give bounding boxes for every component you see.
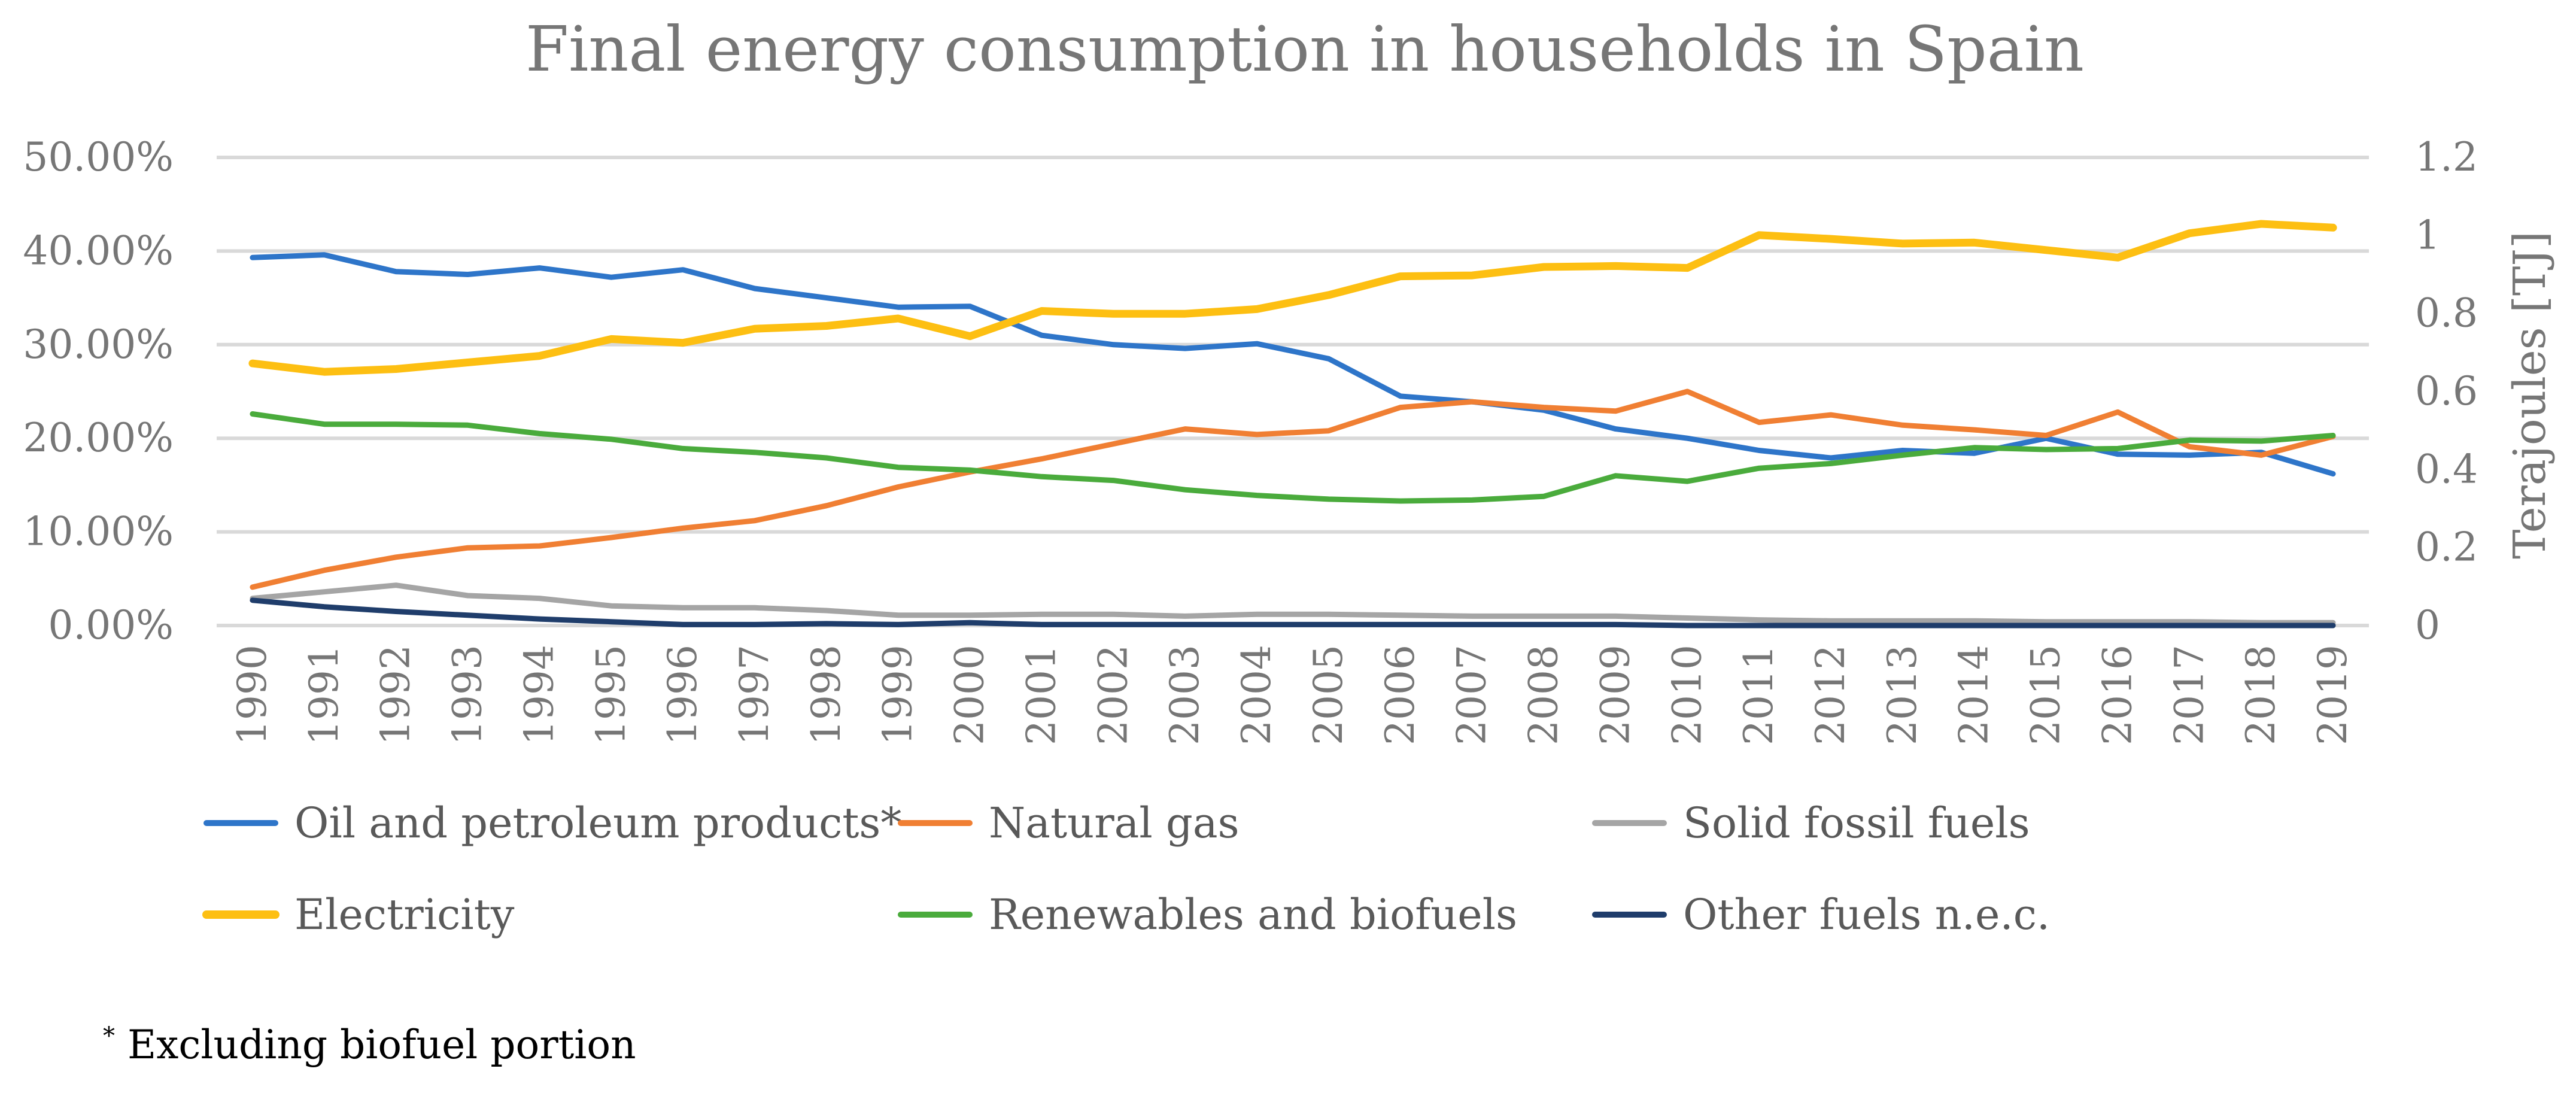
x-tick-label: 2003 [1162, 645, 1208, 745]
y2-tick-label: 0.2 [2415, 524, 2478, 570]
x-tick-label: 2018 [2238, 645, 2284, 745]
x-tick-label: 1995 [588, 645, 634, 745]
y2-tick-label: 1.2 [2415, 134, 2478, 180]
x-tick-label: 2016 [2094, 645, 2140, 745]
footnote-marker: * [103, 1022, 115, 1050]
legend-label: Other fuels n.e.c. [1683, 890, 2050, 939]
x-tick-label: 2000 [947, 645, 993, 745]
series-line-solid-fossil-fuels [250, 582, 2336, 626]
x-tick-label: 2008 [1521, 645, 1567, 745]
gridlines [217, 156, 2369, 627]
x-tick-label: 2010 [1664, 645, 1710, 745]
y2-tick-label: 0.6 [2415, 368, 2478, 414]
x-tick-label: 1998 [803, 645, 849, 745]
x-tick-label: 2004 [1234, 645, 1280, 745]
x-tick-label: 1994 [516, 645, 562, 745]
legend-label: Electricity [294, 890, 515, 939]
y2-tick-label: 0 [2415, 602, 2440, 648]
legend-label: Natural gas [989, 799, 1240, 848]
legend-label: Renewables and biofuels [989, 890, 1517, 939]
x-tick-label: 2005 [1305, 645, 1351, 745]
series-line-oil-and-petroleum-products [250, 252, 2336, 477]
x-tick-label: 2012 [1808, 645, 1854, 745]
series-line-natural-gas [250, 388, 2336, 590]
series-lines [248, 220, 2337, 629]
x-tick-label: 2006 [1377, 645, 1423, 745]
footnote-text: Excluding biofuel portion [115, 1022, 636, 1068]
y2-tick-label: 0.4 [2415, 446, 2478, 492]
x-tick-label: 1992 [373, 645, 419, 745]
legend-item-renewables-and-biofuels: Renewables and biofuels [898, 890, 1517, 939]
y-tick-label: 50.00% [23, 134, 174, 180]
series-line-other-fuels-n-e-c [250, 597, 2336, 629]
x-tick-label: 1991 [301, 645, 347, 745]
y2-tick-label: 1 [2415, 212, 2440, 258]
y-tick-label: 10.00% [23, 509, 174, 555]
y-tick-label: 20.00% [23, 415, 174, 461]
x-tick-label: 2017 [2166, 645, 2212, 745]
x-tick-label: 2007 [1449, 645, 1495, 745]
legend-label: Oil and petroleum products* [294, 799, 901, 848]
x-tick-label: 1997 [731, 645, 777, 745]
x-tick-label: 1993 [445, 645, 491, 745]
y-axis-right: 0 0.2 0.4 0.6 0.8 1 1.2 [2415, 134, 2478, 648]
x-tick-label: 2013 [1879, 645, 1925, 745]
y-tick-label: 30.00% [23, 321, 174, 368]
legend-item-solid-fossil-fuels: Solid fossil fuels [1592, 799, 2030, 848]
legend: Oil and petroleum products* Natural gas So… [202, 799, 2050, 939]
y2-axis-title: Terajoules [TJ] [2504, 231, 2556, 559]
y-axis-left: 0.00% 10.00% 20.00% 30.00% 40.00% 50.00% [23, 134, 174, 648]
x-tick-label: 1996 [660, 645, 706, 745]
y-tick-label: 0.00% [48, 602, 174, 648]
x-tick-label: 2002 [1090, 645, 1136, 745]
legend-item-other-fuels-n-e-c: Other fuels n.e.c. [1592, 890, 2050, 939]
legend-item-natural-gas: Natural gas [898, 799, 1240, 848]
chart-title: Final energy consumption in households i… [525, 13, 2084, 86]
x-axis: 1990 1991 1992 1993 1994 1995 1996 1997 1998 1999… [229, 645, 2356, 745]
y-tick-label: 40.00% [23, 227, 174, 274]
series-line-electricity [248, 220, 2337, 376]
x-tick-label: 2001 [1018, 645, 1064, 745]
legend-label: Solid fossil fuels [1683, 799, 2030, 848]
x-tick-label: 2009 [1592, 645, 1638, 745]
x-tick-label: 2011 [1736, 645, 1782, 745]
x-tick-label: 1990 [229, 645, 275, 745]
x-tick-label: 1999 [875, 645, 921, 745]
x-tick-label: 2015 [2023, 645, 2069, 745]
series-line-renewables-and-biofuels [250, 411, 2336, 504]
x-tick-label: 2019 [2310, 645, 2356, 745]
y2-tick-label: 0.8 [2415, 290, 2478, 336]
x-tick-label: 2014 [1951, 645, 1997, 745]
legend-item-electricity: Electricity [202, 890, 515, 939]
legend-item-oil-and-petroleum-products: Oil and petroleum products* [203, 799, 901, 848]
footnote: * Excluding biofuel portion [103, 1022, 636, 1068]
